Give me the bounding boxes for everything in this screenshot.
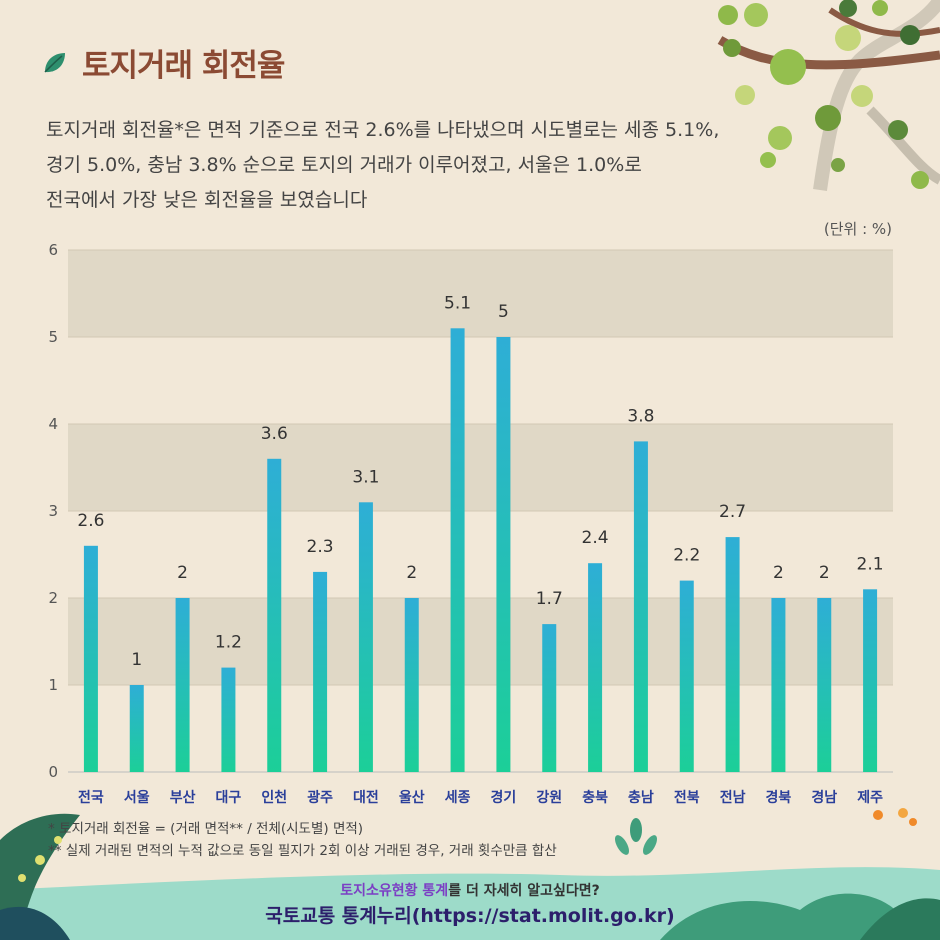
unit-label: (단위 : %) [823,220,892,238]
bar [404,598,419,772]
tree-branch-decoration [717,0,940,191]
data-label: 2.1 [857,554,884,574]
data-label: 2.3 [307,537,334,557]
bar [175,598,190,772]
bar [267,458,282,772]
category-label: 전북 [674,789,700,806]
category-label: 경기 [491,789,517,806]
data-label: 2 [773,563,784,583]
data-label: 1 [131,650,142,670]
bar [83,545,98,772]
data-label: 3.6 [261,424,288,444]
bar [129,685,144,772]
y-tick-label: 6 [48,241,58,259]
bar [679,580,694,772]
data-label: 2 [819,563,830,583]
data-label: 2.4 [582,528,609,548]
category-label: 충북 [582,790,608,806]
category-label: 대구 [216,790,242,806]
page-title: 토지거래 회전율 [82,48,285,84]
data-label: 2.6 [77,511,104,531]
category-label: 충남 [628,789,654,806]
bar [450,328,465,772]
footnotes: * 토지거래 회전율 = (거래 면적** / 전체(시도별) 면적) ** 실… [48,818,557,862]
footnote-1: * 토지거래 회전율 = (거래 면적** / 전체(시도별) 면적) [48,821,364,837]
data-label: 3.1 [352,467,379,487]
footer-highlight: 토지소유현황 통계 [340,883,449,899]
grid-band [68,250,893,337]
title-row: 토지거래 회전율 [42,40,285,85]
footer-question-rest: 를 더 자세히 알고싶다면? [448,883,600,899]
leaf-icon [44,52,65,73]
category-label: 대전 [353,789,379,806]
bar [221,667,236,772]
data-label: 2.7 [719,502,746,522]
bar [313,571,328,772]
y-tick-label: 2 [48,589,58,607]
data-label: 1.2 [215,633,242,653]
grid-band [68,424,893,511]
bar [542,624,557,772]
plant-decoration [0,808,940,940]
bar [863,589,878,772]
category-label: 광주 [307,789,333,806]
footnote-2: ** 실제 거래된 면적의 누적 값으로 동일 필지가 2회 이상 거래된 경우… [48,843,557,859]
footer: 토지소유현황 통계를 더 자세히 알고싶다면? 국토교통 통계누리(https:… [0,880,940,930]
data-label: 2 [177,563,188,583]
bar [588,563,603,772]
category-label: 세종 [445,790,471,806]
description-line-3: 전국에서 가장 낮은 회전율을 보였습니다 [46,189,368,211]
bar-chart: 0 1 2 3 4 5 6 2.6 전국 1 서울 2 부산 1.2 대구 3.6 인천 2.3 광주 3.1 대전 2 울… [48,241,893,806]
data-label: 1.7 [536,589,563,609]
category-label: 전국 [78,789,104,806]
bar [358,502,373,772]
data-label: 2.2 [673,546,700,566]
data-label: 5.1 [444,293,471,313]
footer-question: 토지소유현황 통계를 더 자세히 알고싶다면? [0,880,940,902]
y-tick-label: 5 [48,328,58,346]
category-label: 강원 [536,789,562,806]
category-label: 서울 [124,789,150,806]
category-label: 경북 [766,789,792,806]
category-label: 제주 [857,790,883,806]
y-tick-label: 1 [48,676,58,694]
grid-band [68,598,893,685]
footer-link[interactable]: 국토교통 통계누리(https://stat.molit.go.kr) [265,905,675,927]
bar [633,441,648,772]
description: 토지거래 회전율*은 면적 기준으로 전국 2.6%를 나타냈으며 시도별로는 … [46,113,836,218]
bar [496,337,511,772]
data-label: 5 [498,302,509,322]
y-tick-label: 3 [48,502,58,520]
category-label: 인천 [261,789,287,806]
description-line-2: 경기 5.0%, 충남 3.8% 순으로 토지의 거래가 이루어졌고, 서울은 … [46,154,642,176]
bar [817,598,832,772]
bar [725,537,740,772]
category-label: 경남 [811,789,837,806]
category-label: 부산 [170,789,196,806]
category-label: 전남 [720,789,746,806]
y-tick-label: 4 [48,415,58,433]
bar [771,598,786,772]
y-tick-label: 0 [48,763,58,781]
data-label: 2 [406,563,417,583]
category-label: 울산 [399,789,425,806]
data-label: 3.8 [627,406,654,426]
description-line-1: 토지거래 회전율*은 면적 기준으로 전국 2.6%를 나타냈으며 시도별로는 … [46,119,720,141]
